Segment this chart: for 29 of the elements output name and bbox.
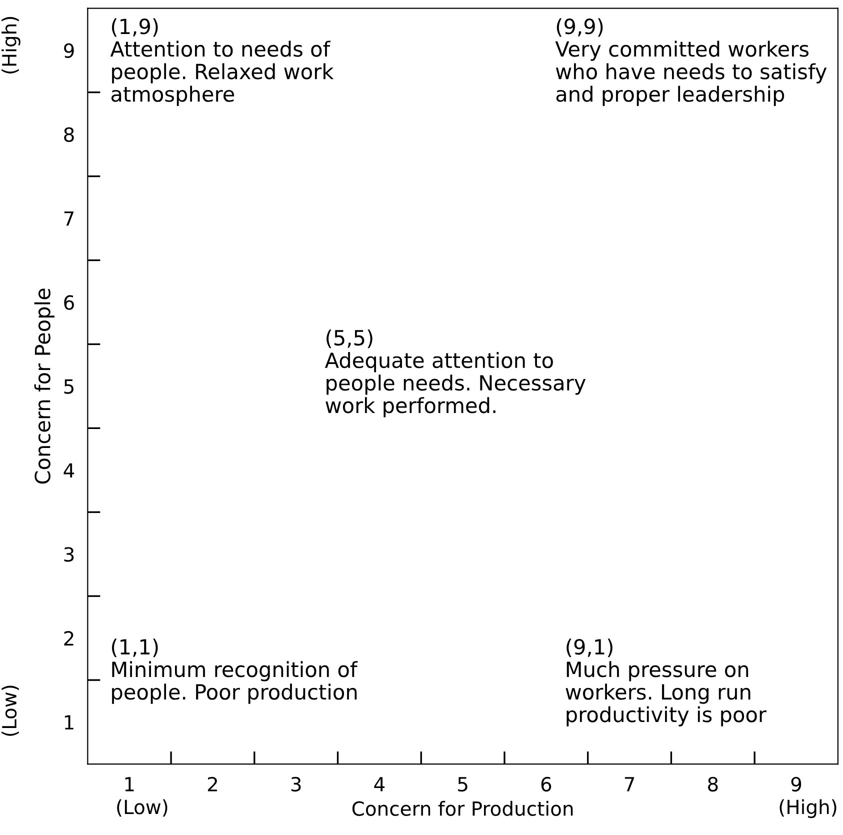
x-axis-title: Concern for Production (352, 800, 573, 816)
y-tick-label: 3 (64, 547, 74, 562)
annotation: (1,1) Minimum recognition of people. Poor production (112, 638, 358, 704)
y-tick-label: 5 (64, 379, 74, 394)
y-axis-title: Concern for People (34, 288, 54, 484)
annotation: (5,5) Adequate attention to people needs. Necessary work performed. (324, 330, 586, 418)
y-tick-label: 2 (64, 631, 74, 646)
y-tick-label: 7 (64, 211, 74, 226)
annotation: (9,9) Very committed workers who have needs to satisfy and proper leadership (555, 18, 827, 106)
text: (High) (2, 16, 20, 74)
x-tick-label: 9 (791, 776, 802, 792)
text: (Low) (117, 799, 168, 817)
x-tick-label: 8 (708, 776, 718, 792)
y-tick-label: 9 (64, 43, 74, 58)
x-tick-label: 5 (458, 777, 468, 792)
text: (Low) (2, 686, 19, 736)
y-tick-label: 6 (64, 295, 74, 310)
x-tick-label: 7 (624, 777, 634, 792)
x-tick-label: 4 (374, 777, 385, 792)
x-tick-label: 2 (208, 776, 217, 792)
annotation: (1,9) Attention to needs of people. Relaxed work atmosphere (110, 18, 334, 106)
x-tick-label: 6 (541, 776, 552, 792)
x-tick-label: 1 (125, 777, 134, 792)
text: (High) (780, 799, 836, 818)
y-tick-label: 1 (64, 715, 74, 730)
y-tick-label: 4 (64, 463, 74, 478)
x-tick-label: 3 (291, 776, 301, 792)
y-tick-label: 8 (64, 127, 74, 142)
annotation: (9,1) Much pressure on workers. Long run productivity is poor (566, 638, 767, 726)
